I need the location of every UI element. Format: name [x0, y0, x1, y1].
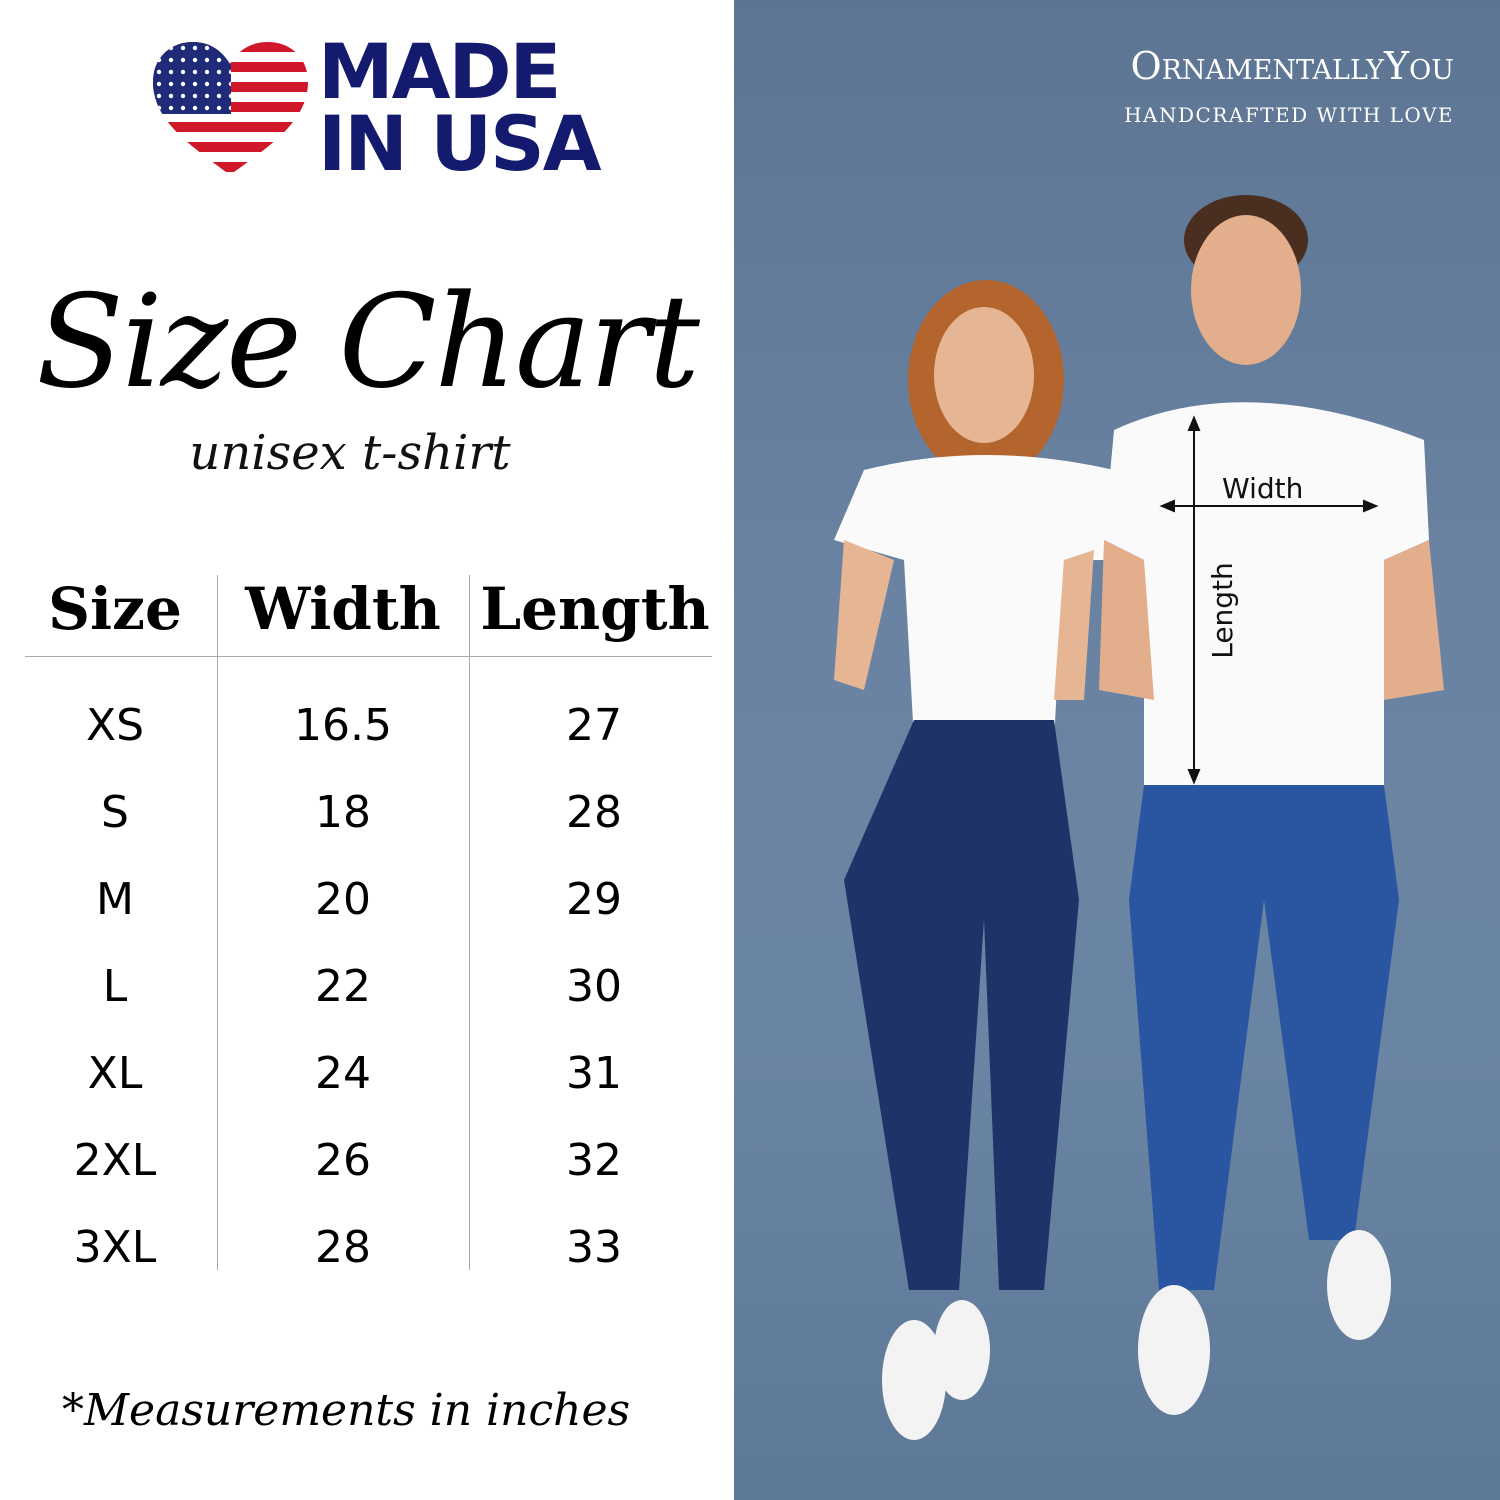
column-divider: [469, 575, 470, 1270]
header-length: Length: [480, 575, 710, 643]
footnote: *Measurements in inches: [62, 1385, 631, 1436]
brand-logo: OrnamentallyYou: [1130, 44, 1454, 88]
length-cell: 30: [566, 961, 622, 1012]
us-flag-heart-icon: [153, 42, 308, 175]
length-cell: 27: [566, 700, 622, 751]
width-label: Width: [1222, 472, 1304, 505]
length-cell: 33: [566, 1222, 622, 1273]
page-title: Size Chart: [36, 268, 700, 417]
width-cell: 22: [315, 961, 371, 1012]
woman-figure: [834, 280, 1114, 1440]
size-cell: XS: [85, 700, 145, 751]
width-cell: 26: [315, 1135, 371, 1186]
badge-line-2: IN USA: [318, 99, 602, 188]
width-cell: 24: [315, 1048, 371, 1099]
badge-line-1: MADE: [318, 27, 561, 116]
length-cell: 28: [566, 787, 622, 838]
header-width: Width: [245, 575, 441, 643]
models-illustration: [834, 195, 1444, 1440]
size-cell: 2XL: [73, 1135, 157, 1186]
width-cell: 16.5: [294, 700, 392, 751]
size-cell: M: [96, 874, 134, 925]
width-cell: 20: [315, 874, 371, 925]
size-cell: 3XL: [73, 1222, 157, 1273]
header-size: Size: [48, 575, 182, 643]
man-figure: [1099, 195, 1444, 1415]
column-divider: [217, 575, 218, 1270]
size-cell: L: [102, 961, 128, 1012]
length-label: Length: [1205, 562, 1239, 659]
length-cell: 32: [566, 1135, 622, 1186]
size-chart-panel: MADE IN USA Size Chart unisex t-shirt Si…: [0, 0, 734, 1500]
model-photo: OrnamentallyYou HANDCRAFTED WITH LOVE: [734, 0, 1500, 1500]
page-subtitle: unisex t-shirt: [189, 425, 511, 481]
width-cell: 18: [315, 787, 371, 838]
made-in-usa-badge: MADE IN USA: [318, 27, 602, 188]
width-cell: 28: [315, 1222, 371, 1273]
size-cell: S: [101, 787, 129, 838]
header-divider: [25, 656, 712, 657]
brand-tagline: HANDCRAFTED WITH LOVE: [1124, 103, 1454, 127]
length-cell: 31: [566, 1048, 622, 1099]
measurement-arrows: [1159, 415, 1379, 785]
size-cell: XL: [87, 1048, 143, 1099]
length-cell: 29: [566, 874, 622, 925]
